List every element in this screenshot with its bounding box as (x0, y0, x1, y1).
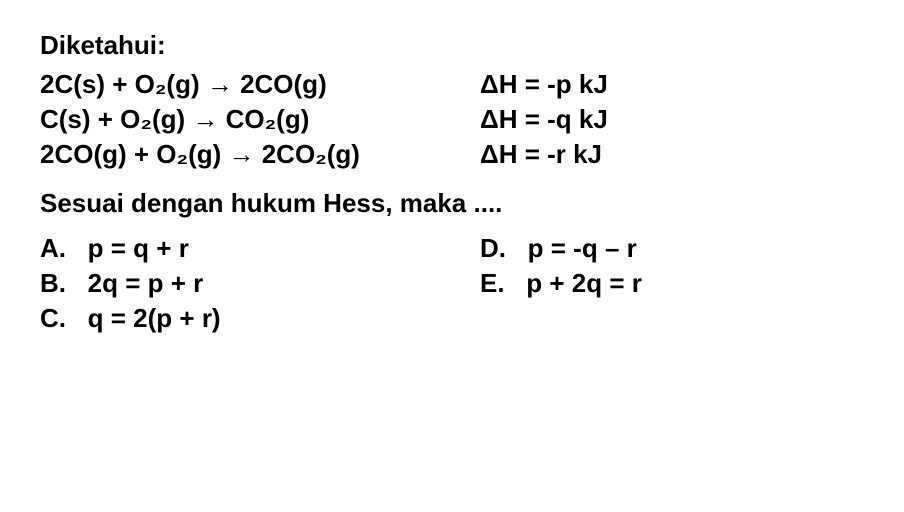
option-label: A. (40, 233, 66, 263)
equation-left: 2C(s) + O₂(g) → 2CO(g) (40, 69, 480, 100)
option-a: A. p = q + r (40, 233, 480, 264)
option-label: D. (480, 233, 506, 263)
option-b: B. 2q = p + r (40, 268, 480, 299)
options-left-column: A. p = q + r B. 2q = p + r C. q = 2(p + … (40, 229, 480, 338)
option-text: p + 2q = r (526, 268, 642, 298)
option-label: E. (480, 268, 505, 298)
equation-row: C(s) + O₂(g) → CO₂(g) ΔH = -q kJ (40, 104, 864, 135)
option-label: B. (40, 268, 66, 298)
equations-block: 2C(s) + O₂(g) → 2CO(g) ΔH = -p kJ C(s) +… (40, 69, 864, 170)
option-text: p = q + r (88, 233, 189, 263)
given-title: Diketahui: (40, 30, 864, 61)
option-d: D. p = -q – r (480, 233, 864, 264)
option-label: C. (40, 303, 66, 333)
option-c: C. q = 2(p + r) (40, 303, 480, 334)
option-e: E. p + 2q = r (480, 268, 864, 299)
options-block: A. p = q + r B. 2q = p + r C. q = 2(p + … (40, 229, 864, 338)
equation-row: 2CO(g) + O₂(g) → 2CO₂(g) ΔH = -r kJ (40, 139, 864, 170)
option-text: q = 2(p + r) (88, 303, 221, 333)
question-text: Sesuai dengan hukum Hess, maka .... (40, 188, 864, 219)
equation-left: C(s) + O₂(g) → CO₂(g) (40, 104, 480, 135)
equation-right: ΔH = -r kJ (480, 139, 864, 170)
equation-right: ΔH = -q kJ (480, 104, 864, 135)
option-text: p = -q – r (528, 233, 637, 263)
equation-right: ΔH = -p kJ (480, 69, 864, 100)
option-text: 2q = p + r (88, 268, 204, 298)
equation-left: 2CO(g) + O₂(g) → 2CO₂(g) (40, 139, 480, 170)
equation-row: 2C(s) + O₂(g) → 2CO(g) ΔH = -p kJ (40, 69, 864, 100)
options-right-column: D. p = -q – r E. p + 2q = r (480, 229, 864, 338)
